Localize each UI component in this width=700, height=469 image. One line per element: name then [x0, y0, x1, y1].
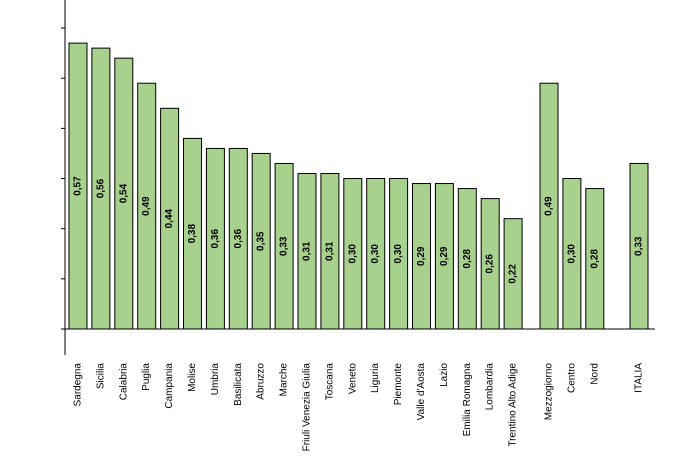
category-label: Emilia Romagna — [462, 363, 473, 437]
value-label: 0,28 — [589, 249, 600, 269]
value-label: 0,30 — [393, 244, 404, 264]
value-label: 0,56 — [95, 178, 106, 198]
value-label: 0,57 — [73, 176, 84, 196]
category-label: Lombardia — [485, 363, 496, 411]
category-label: Umbria — [210, 363, 221, 396]
value-label: 0,22 — [508, 264, 519, 284]
category-label: Calabria — [118, 363, 129, 401]
value-label: 0,36 — [233, 229, 244, 249]
value-label: 0,28 — [462, 249, 473, 269]
value-labels: 0,57 0,56 0,54 0,49 0,44 0,38 0,36 0,36 0,35 0,33… — [73, 176, 645, 284]
value-label: 0,35 — [256, 231, 267, 251]
category-label: Sicilia — [95, 363, 106, 390]
value-label: 0,30 — [347, 244, 358, 264]
category-label: Abruzzo — [256, 363, 267, 400]
category-label: Liguria — [370, 363, 381, 393]
value-label: 0,31 — [302, 241, 313, 261]
category-label: Nord — [589, 363, 600, 385]
value-label: 0,30 — [370, 244, 381, 264]
category-label: Toscana — [324, 363, 335, 401]
category-label: Valle d'Aosta — [416, 363, 427, 421]
value-label: 0,33 — [634, 236, 645, 256]
value-label: 0,49 — [544, 196, 555, 216]
category-label: Piemonte — [393, 363, 404, 406]
category-label: Campania — [164, 363, 175, 409]
value-label: 0,36 — [210, 229, 221, 249]
category-label: Lazio — [439, 363, 450, 387]
category-label: Friuli Venezia Giulia — [302, 363, 313, 452]
value-label: 0,31 — [324, 241, 335, 261]
category-label: Sardegna — [73, 363, 84, 407]
value-label: 0,44 — [164, 208, 175, 228]
category-label: Marche — [279, 363, 290, 397]
value-label: 0,33 — [279, 236, 290, 256]
value-label: 0,26 — [485, 254, 496, 274]
category-label: Molise — [187, 363, 198, 392]
value-label: 0,29 — [416, 246, 427, 266]
category-label: Veneto — [347, 363, 358, 395]
category-label: Puglia — [141, 363, 152, 391]
category-label: Basilicata — [233, 363, 244, 406]
y-axis — [61, 0, 66, 355]
category-label: Centro — [566, 363, 577, 393]
value-label: 0,38 — [187, 224, 198, 244]
category-labels: Sardegna Sicilia Calabria Puglia Campania Mol… — [73, 363, 645, 452]
value-label: 0,30 — [566, 244, 577, 264]
bars — [65, 42, 655, 330]
category-label: Mezzogiorno — [544, 363, 555, 421]
category-label: Trentino Alto Adige — [508, 363, 519, 447]
value-label: 0,29 — [439, 246, 450, 266]
value-label: 0,54 — [118, 183, 129, 203]
value-label: 0,49 — [141, 196, 152, 216]
category-label: ITALIA — [634, 363, 645, 393]
